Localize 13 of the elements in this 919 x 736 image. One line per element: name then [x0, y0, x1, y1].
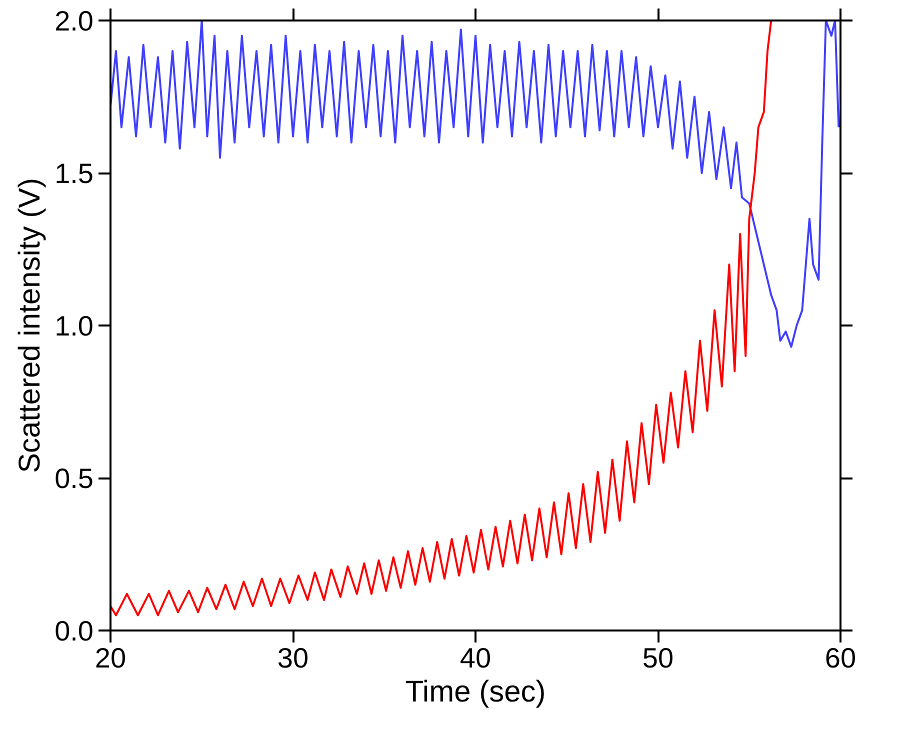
- x-tick-label: 20: [94, 642, 126, 674]
- y-tick-label: 1.0: [54, 310, 94, 342]
- y-tick-label: 2.0: [54, 6, 94, 36]
- line-series: [110, 20, 772, 616]
- y-tick-label: 0.5: [54, 463, 94, 494]
- x-tick-label: 50: [642, 642, 674, 674]
- y-tick-label: 1.5: [54, 158, 94, 189]
- y-tick-label: 0.0: [54, 616, 94, 646]
- x-axis-title: Time (sec): [405, 676, 546, 708]
- x-tick-label: 30: [277, 642, 309, 674]
- y-axis-title: Scattered intensity (V): [14, 178, 47, 474]
- x-tick-label: 60: [824, 642, 856, 674]
- x-tick-label: 40: [460, 642, 492, 674]
